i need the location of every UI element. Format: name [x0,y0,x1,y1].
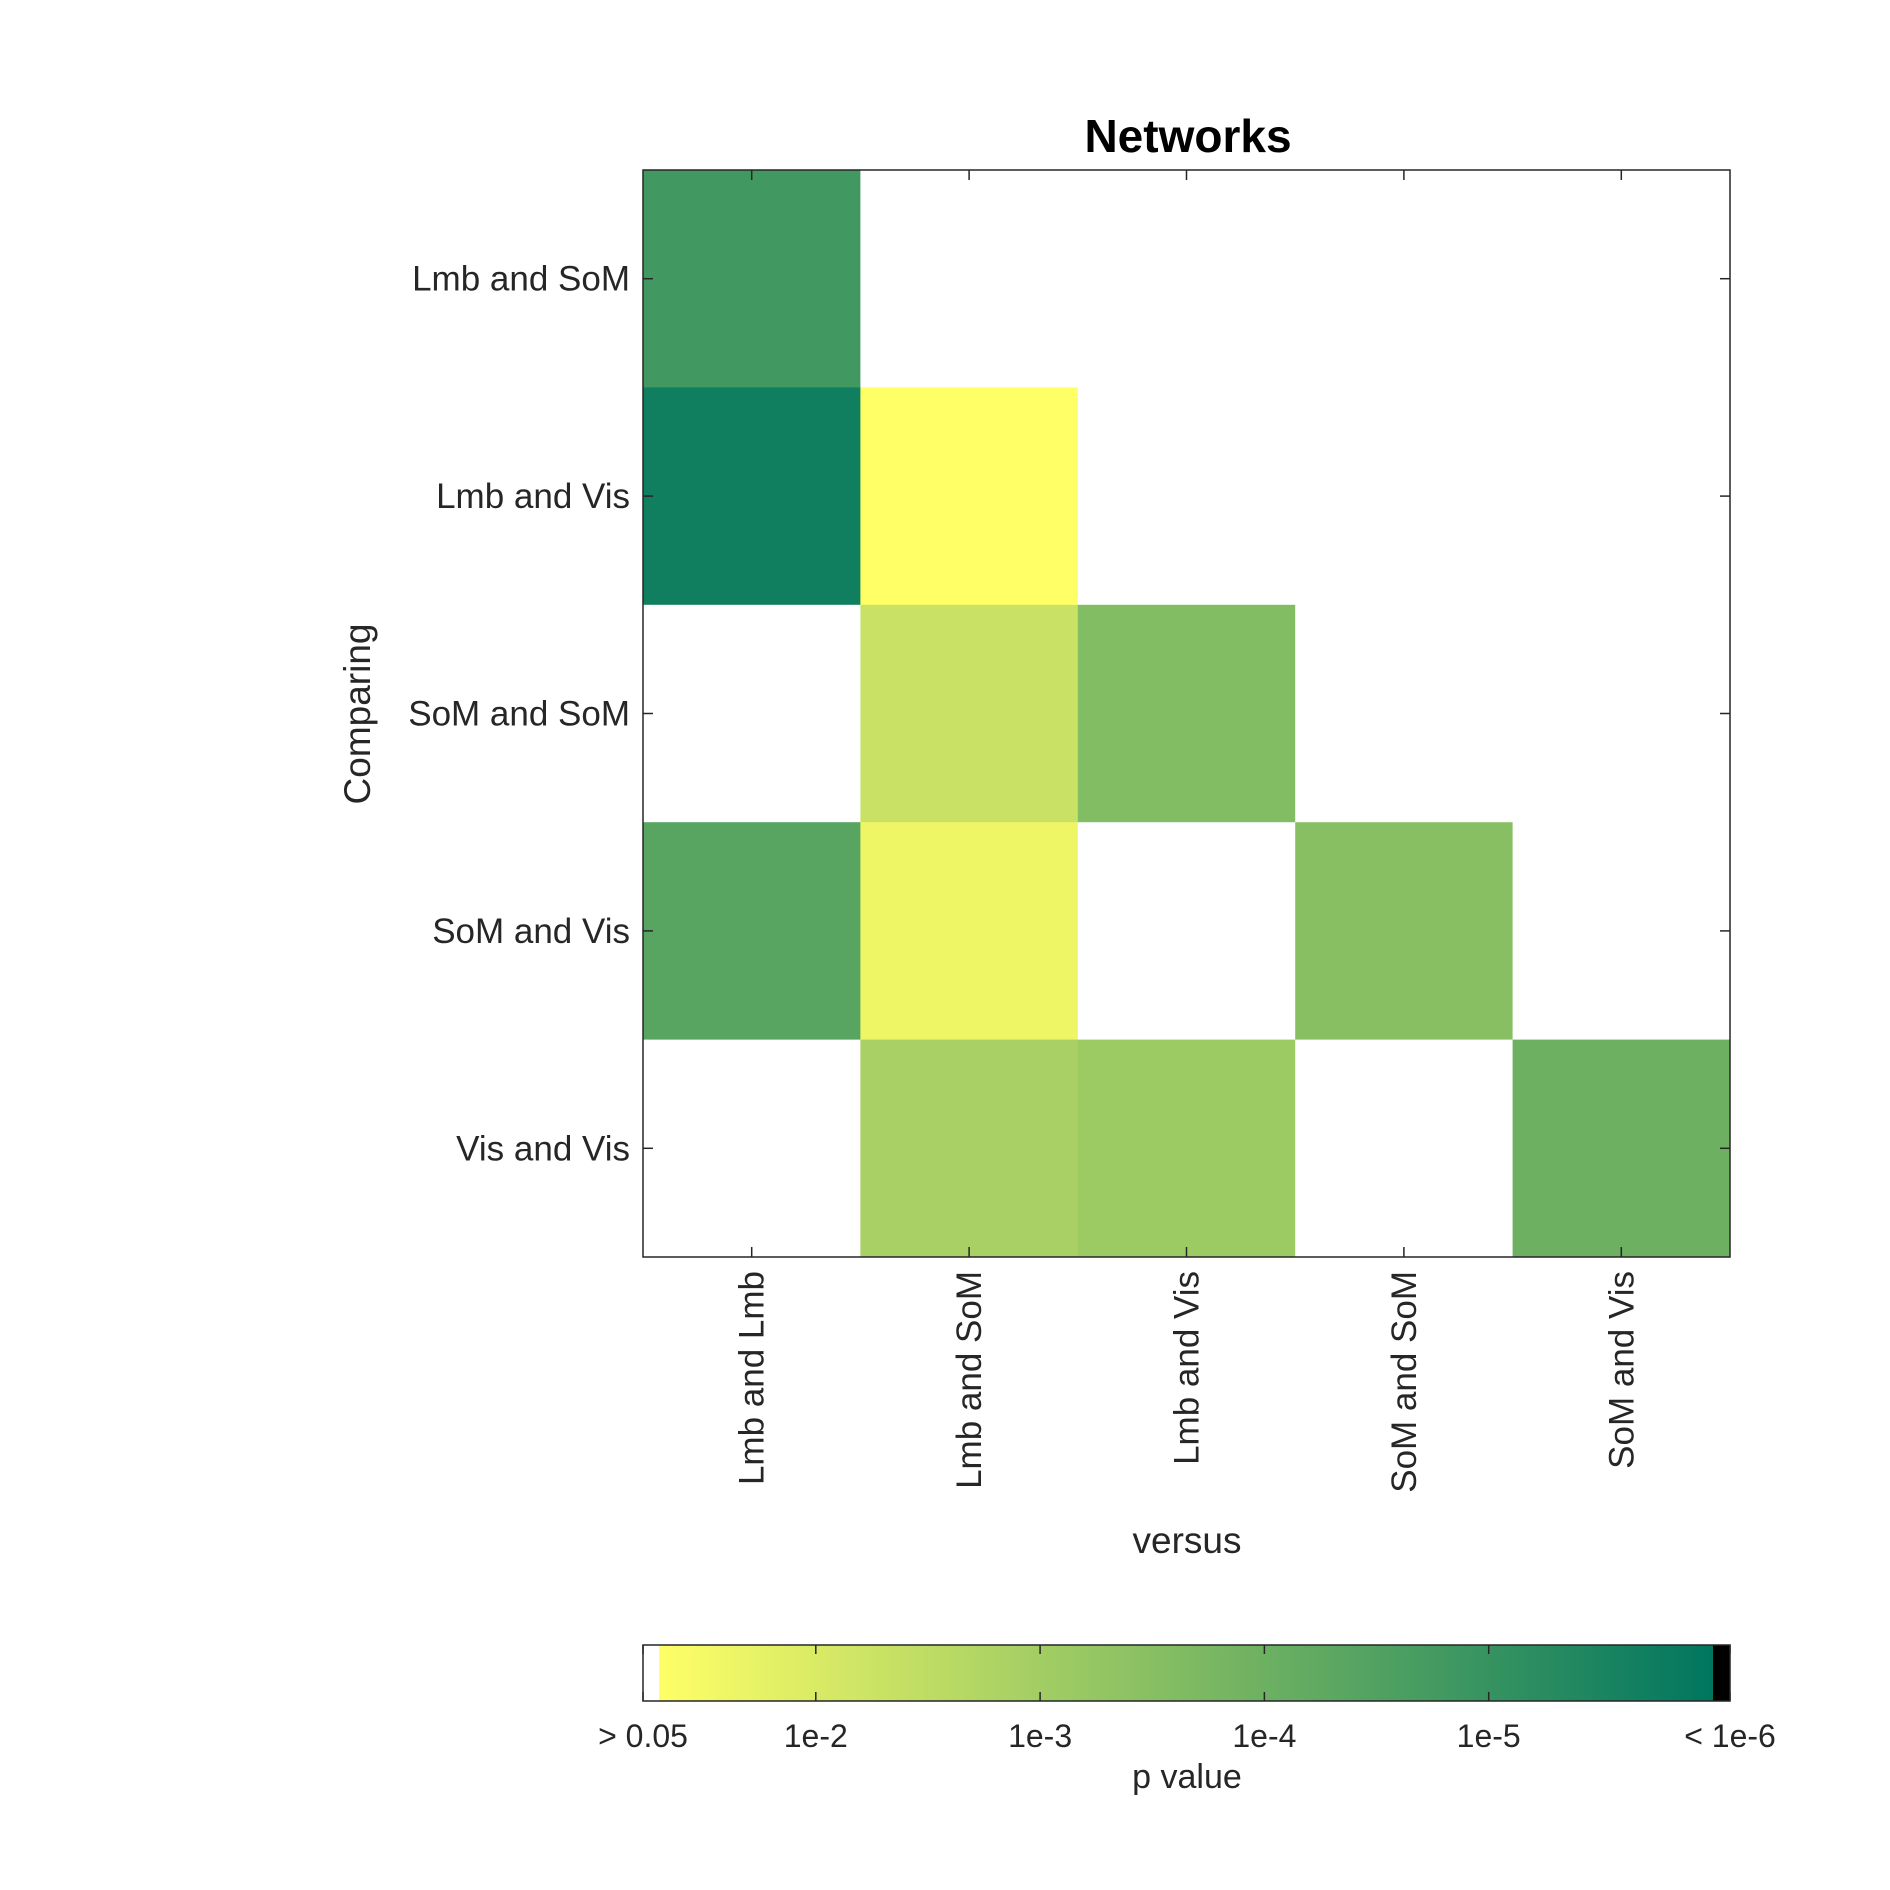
x-tick-label: SoM and Vis [1602,1271,1641,1469]
heatmap-cell [1077,387,1296,606]
y-tick-label: SoM and Vis [432,912,630,951]
colorbar-ticks [642,1645,1731,1701]
x-axis-label: versus [1133,1520,1242,1561]
heatmap-cell [860,1039,1079,1258]
colorbar-above-segment [1713,1645,1730,1701]
colorbar-tick-label: 1e-4 [1232,1718,1296,1754]
heatmap-cell [1077,822,1296,1041]
heatmap-cell [643,170,861,388]
heatmap-cell [643,1039,861,1258]
heatmap-cell [1512,387,1731,606]
x-tick-label: SoM and SoM [1385,1271,1424,1493]
colorbar-tick-label: < 1e-6 [1684,1718,1776,1754]
y-tick-labels: Lmb and SoM Lmb and Vis SoM and SoM SoM and… [408,260,630,1169]
chart-title: Networks [1084,110,1291,162]
colorbar-below-segment [643,1645,659,1701]
heatmap-cell [643,387,861,606]
heatmap-cell [1512,170,1731,388]
y-tick-label: SoM and SoM [408,695,630,734]
heatmap-cell [1512,1039,1731,1258]
heatmap-cell [1295,604,1514,823]
colorbar-tick-labels: > 0.05 1e-2 1e-3 1e-4 1e-5 < 1e-6 [598,1718,1776,1754]
x-tick-label: Lmb and Vis [1168,1271,1207,1465]
colorbar: > 0.05 1e-2 1e-3 1e-4 1e-5 < 1e-6 p value [598,1644,1776,1796]
heatmap-cell [860,822,1079,1041]
x-tick-labels: Lmb and Lmb Lmb and SoM Lmb and Vis SoM and… [733,1271,1642,1493]
heatmap-cells [643,170,1731,1258]
x-tick-label: Lmb and SoM [950,1271,989,1489]
heatmap-cell [1295,170,1514,388]
heatmap-cell [1295,822,1514,1041]
colorbar-tick-label: > 0.05 [598,1718,688,1754]
heatmap-cell [1295,387,1514,606]
axis-ticks [643,170,1730,1257]
x-tick-label: Lmb and Lmb [733,1271,772,1485]
heatmap-cell [643,822,861,1041]
heatmap-cell [1077,604,1296,823]
colorbar-tick-label: 1e-5 [1457,1718,1521,1754]
heatmap-cell [860,604,1079,823]
y-axis-label: Comparing [337,624,378,805]
y-tick-label: Lmb and Vis [436,477,630,516]
y-tick-label: Vis and Vis [456,1129,630,1168]
heatmap-cell [1077,170,1296,388]
heatmap-cell [860,170,1079,388]
colorbar-frame [642,1644,1731,1702]
heatmap-cell [643,604,861,823]
colorbar-label: p value [1132,1758,1242,1796]
heatmap-cell [1512,822,1731,1041]
colorbar-tick-label: 1e-2 [784,1718,848,1754]
heatmap-cell [860,387,1079,606]
y-tick-label: Lmb and SoM [412,260,630,299]
colorbar-tick-label: 1e-3 [1008,1718,1072,1754]
colorbar-gradient [659,1645,1713,1701]
heatmap-cell [1512,604,1731,823]
heatmap-cell [1295,1039,1514,1258]
heatmap-cell [1077,1039,1296,1258]
